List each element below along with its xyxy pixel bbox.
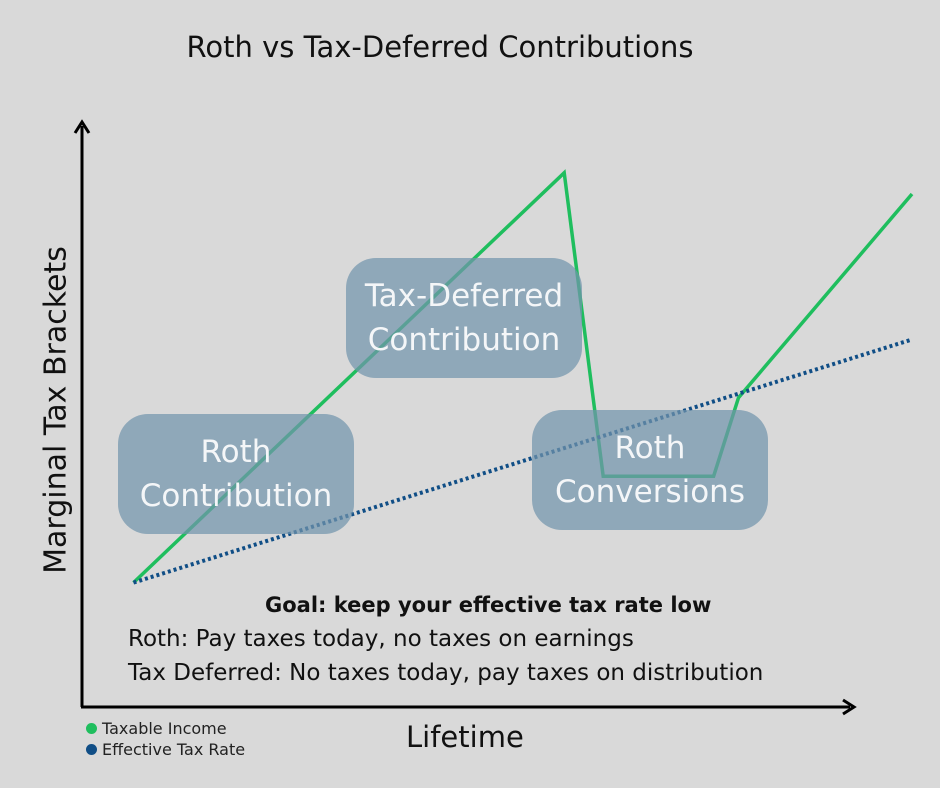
goal-note: Goal: keep your effective tax rate low <box>265 593 712 617</box>
roth-contribution-box: Roth Contribution <box>118 414 354 534</box>
diagram-title: Roth vs Tax-Deferred Contributions <box>186 30 694 64</box>
roth-contribution-line-2: Contribution <box>139 478 333 514</box>
axes <box>73 119 857 716</box>
tax-deferred-contribution-line-1: Tax-Deferred <box>364 278 564 314</box>
roth-conversions-line-2: Conversions <box>555 474 745 510</box>
tax-deferred-note: Tax Deferred: No taxes today, pay taxes … <box>128 660 764 686</box>
series-line-effective-tax-rate <box>132 337 913 585</box>
roth-conversions-line-1: Roth <box>614 430 686 466</box>
y-axis-label: Marginal Tax Brackets <box>38 246 74 574</box>
legend-label: Taxable Income <box>102 719 227 738</box>
legend-dot-icon <box>86 744 97 755</box>
roth-conversions-box: Roth Conversions <box>532 410 768 530</box>
legend-label: Effective Tax Rate <box>102 740 246 759</box>
tax-deferred-contribution-line-2: Contribution <box>367 322 561 358</box>
x-axis-label: Lifetime <box>406 720 524 754</box>
legend-item-taxable-income: Taxable Income <box>86 718 245 739</box>
notes-block: Goal: keep your effective tax rate low R… <box>128 593 763 690</box>
roth-contribution-line-1: Roth <box>200 434 272 470</box>
legend-item-effective-tax-rate: Effective Tax Rate <box>86 739 245 760</box>
y-axis-arrow-icon <box>73 119 91 134</box>
legend: Taxable Income Effective Tax Rate <box>86 718 245 760</box>
legend-dot-icon <box>86 723 97 734</box>
x-axis-arrow-icon <box>842 698 857 716</box>
tax-deferred-contribution-box: Tax-Deferred Contribution <box>346 258 582 378</box>
roth-note: Roth: Pay taxes today, no taxes on earni… <box>128 626 634 652</box>
